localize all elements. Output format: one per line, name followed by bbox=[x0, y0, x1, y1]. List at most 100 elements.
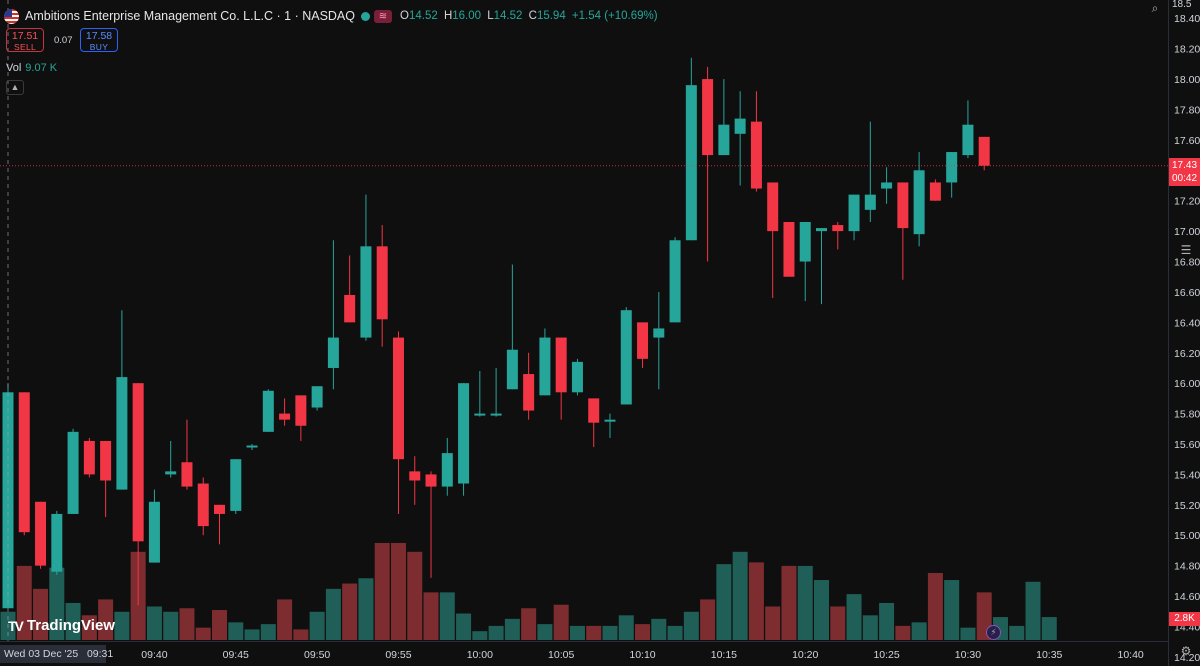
candle-body bbox=[458, 383, 470, 484]
price-tick-label: 17.60 bbox=[1174, 135, 1200, 147]
candle bbox=[376, 225, 388, 347]
volume-legend[interactable]: Vol 9.07 K bbox=[6, 62, 57, 74]
candle-body bbox=[685, 85, 697, 241]
volume-bar bbox=[1025, 581, 1041, 640]
high-key: H bbox=[443, 10, 453, 22]
candle bbox=[100, 440, 112, 517]
volume-bar bbox=[797, 565, 813, 640]
time-tick-label: 09:55 bbox=[385, 649, 411, 661]
candle-body bbox=[571, 361, 583, 393]
top-price-label: 18.5 bbox=[1172, 0, 1192, 10]
gear-icon[interactable]: ⚙ bbox=[1180, 644, 1192, 658]
price-tick-label: 15.40 bbox=[1174, 469, 1200, 481]
volume-bar bbox=[439, 592, 455, 640]
volume-bar bbox=[228, 622, 244, 640]
candle-body bbox=[132, 383, 144, 542]
time-tick-label: 09:50 bbox=[304, 649, 330, 661]
candle-body bbox=[148, 501, 160, 563]
candle bbox=[588, 398, 600, 448]
candle-body bbox=[441, 453, 453, 487]
close-key: C bbox=[528, 10, 537, 22]
volume-bar bbox=[927, 572, 943, 640]
time-tick-label: 10:15 bbox=[711, 649, 737, 661]
cursor-date-label: Wed 03 Dec '25 09:31 bbox=[0, 645, 113, 663]
volume-bar bbox=[179, 608, 195, 640]
volume-bar bbox=[212, 610, 228, 640]
volume-bar bbox=[814, 580, 829, 640]
chevron-up-icon[interactable]: ▲ bbox=[6, 80, 24, 95]
sell-button[interactable]: 17.51 SELL bbox=[6, 28, 44, 52]
candle-body bbox=[35, 501, 47, 566]
candle-body bbox=[848, 194, 860, 232]
volume-bar bbox=[49, 567, 65, 640]
candles bbox=[2, 57, 990, 609]
volume-bar bbox=[16, 565, 32, 640]
candle-body bbox=[913, 170, 925, 235]
price-tick-label: 14.80 bbox=[1174, 561, 1200, 573]
candle bbox=[262, 389, 274, 432]
volume-bar bbox=[98, 599, 114, 640]
candle-body bbox=[100, 440, 112, 481]
symbol-title[interactable]: Ambitions Enterprise Management Co. L.L.… bbox=[25, 9, 355, 23]
candle bbox=[246, 444, 258, 451]
volume-bar bbox=[716, 564, 732, 640]
volume-bar bbox=[33, 588, 49, 640]
buy-label: BUY bbox=[89, 42, 109, 52]
volume-value: 9.07 K bbox=[25, 62, 58, 74]
menu-icon[interactable]: ☰ bbox=[1180, 243, 1192, 257]
chart-overlays bbox=[0, 0, 1168, 641]
volume-bar bbox=[700, 599, 716, 640]
volume-bar bbox=[569, 625, 585, 640]
volume-bar bbox=[618, 615, 634, 640]
open-key: O bbox=[400, 10, 409, 22]
candle-body bbox=[83, 440, 95, 475]
volume-label: Vol bbox=[6, 62, 22, 74]
cursor-time: 09:31 bbox=[86, 648, 114, 660]
candle-body bbox=[734, 118, 746, 134]
candle-body bbox=[279, 413, 291, 420]
candle-body bbox=[181, 462, 193, 487]
price-tick-label: 16.40 bbox=[1174, 317, 1200, 329]
volume-bar bbox=[846, 594, 862, 640]
volume-bars bbox=[0, 542, 1057, 640]
candle bbox=[35, 501, 47, 569]
volume-bar bbox=[895, 625, 911, 640]
us-flag-icon bbox=[4, 8, 19, 24]
candle bbox=[51, 510, 63, 575]
candle bbox=[474, 371, 486, 417]
candle bbox=[962, 100, 974, 159]
candle-body bbox=[702, 79, 714, 156]
candle bbox=[832, 222, 844, 250]
price-tick-label: 15.60 bbox=[1174, 439, 1200, 451]
search-icon[interactable]: ⌕ bbox=[1151, 1, 1159, 15]
buy-button[interactable]: 17.58 BUY bbox=[80, 28, 118, 52]
wave-icon[interactable]: ≋ bbox=[374, 9, 392, 23]
candle-body bbox=[165, 471, 177, 475]
candle-body bbox=[604, 419, 616, 422]
symbol-header: Ambitions Enterprise Management Co. L.L.… bbox=[4, 7, 661, 25]
volume-bar bbox=[81, 615, 97, 640]
candle-body bbox=[832, 225, 844, 232]
candle bbox=[978, 136, 990, 171]
candle bbox=[197, 477, 209, 536]
time-axis[interactable]: 09:40 09:45 09:50 09:55 10:00 10:05 10:10 10:15… bbox=[0, 641, 1168, 662]
candle bbox=[148, 489, 160, 563]
candle bbox=[702, 66, 714, 262]
tradingview-logo[interactable]: TV TradingView bbox=[8, 617, 115, 634]
candle-body bbox=[474, 413, 486, 416]
candle-body bbox=[653, 328, 665, 338]
volume-bar bbox=[1009, 625, 1025, 640]
price-axis[interactable]: 14.2014.4014.6014.8015.0015.2015.4015.60… bbox=[1168, 0, 1200, 666]
market-status-icon[interactable] bbox=[361, 11, 370, 21]
lightning-icon[interactable]: ⚡ bbox=[986, 625, 1001, 640]
candle-body bbox=[197, 483, 209, 527]
candle bbox=[441, 437, 453, 496]
candle-body bbox=[425, 474, 437, 487]
volume-bar bbox=[374, 542, 390, 640]
volume-bar bbox=[293, 629, 309, 640]
candle-body bbox=[669, 240, 681, 323]
candle-body bbox=[409, 471, 421, 481]
candle bbox=[637, 322, 649, 368]
candle-body bbox=[978, 136, 990, 166]
